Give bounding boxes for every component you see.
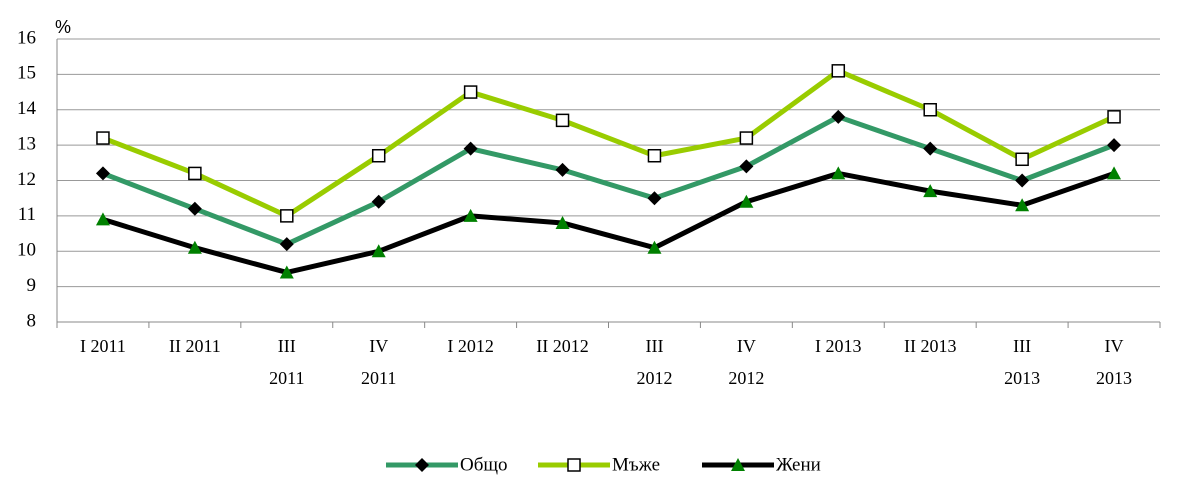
marker <box>371 148 386 163</box>
marker <box>831 166 846 180</box>
marker <box>1107 166 1122 180</box>
x-tick-label: II 2012 <box>536 336 589 356</box>
marker <box>463 208 478 222</box>
marker <box>95 212 110 226</box>
x-tick-label: III 2012 <box>636 336 673 388</box>
y-tick-label: 8 <box>27 310 37 331</box>
marker <box>95 166 110 181</box>
marker <box>279 265 294 279</box>
x-tick-label: I 2013 <box>815 336 862 356</box>
marker <box>739 131 754 145</box>
y-tick-label: 14 <box>17 98 37 119</box>
x-tick-label: II 2011 <box>168 336 221 356</box>
series-line <box>102 114 1115 247</box>
marker <box>567 458 581 472</box>
marker <box>555 215 570 229</box>
marker <box>415 458 429 472</box>
x-tick-label: II 2013 <box>903 336 957 356</box>
marker <box>371 244 386 258</box>
x-tick-label: III 2011 <box>269 336 305 388</box>
x-tick-label: I 2012 <box>447 336 494 356</box>
marker <box>1015 198 1030 212</box>
series-line <box>102 170 1115 275</box>
marker <box>555 162 570 177</box>
y-tick-label: 13 <box>17 133 36 154</box>
series-line <box>102 68 1116 219</box>
x-tick-label: IV 2013 <box>1096 336 1133 388</box>
legend-label: Мъже <box>612 454 660 475</box>
y-tick-label: 11 <box>18 204 36 225</box>
marker <box>923 141 938 156</box>
y-tick-label: 10 <box>17 240 36 261</box>
marker <box>1107 138 1122 153</box>
marker <box>555 113 570 128</box>
marker <box>647 191 662 206</box>
x-tick-label: I 2011 <box>80 336 126 356</box>
marker <box>1015 173 1030 188</box>
y-tick-label: 16 <box>17 27 36 48</box>
y-tick-label: 12 <box>17 169 36 190</box>
marker <box>463 85 478 99</box>
marker <box>831 109 846 124</box>
x-tick-label: IV 2011 <box>361 336 397 388</box>
marker <box>647 148 662 163</box>
marker <box>371 194 386 209</box>
legend-label: Общо <box>460 454 508 475</box>
x-tick-label: IV 2012 <box>728 336 765 388</box>
marker <box>187 240 202 254</box>
marker <box>1015 152 1029 167</box>
marker <box>463 141 478 156</box>
marker <box>188 166 202 181</box>
y-tick-label: 9 <box>27 275 37 296</box>
y-tick-label: 15 <box>17 63 36 84</box>
marker <box>831 64 846 78</box>
y-unit: % <box>55 17 71 37</box>
marker <box>647 240 662 254</box>
marker <box>96 131 110 145</box>
marker <box>739 194 754 208</box>
marker <box>923 103 937 117</box>
marker <box>279 237 294 252</box>
marker <box>280 209 294 223</box>
legend-label: Жени <box>776 454 821 475</box>
marker <box>739 159 754 174</box>
x-tick-label: III 2013 <box>1004 336 1041 388</box>
marker <box>731 458 745 471</box>
marker <box>1107 110 1121 124</box>
marker <box>923 184 938 198</box>
marker <box>187 201 202 216</box>
